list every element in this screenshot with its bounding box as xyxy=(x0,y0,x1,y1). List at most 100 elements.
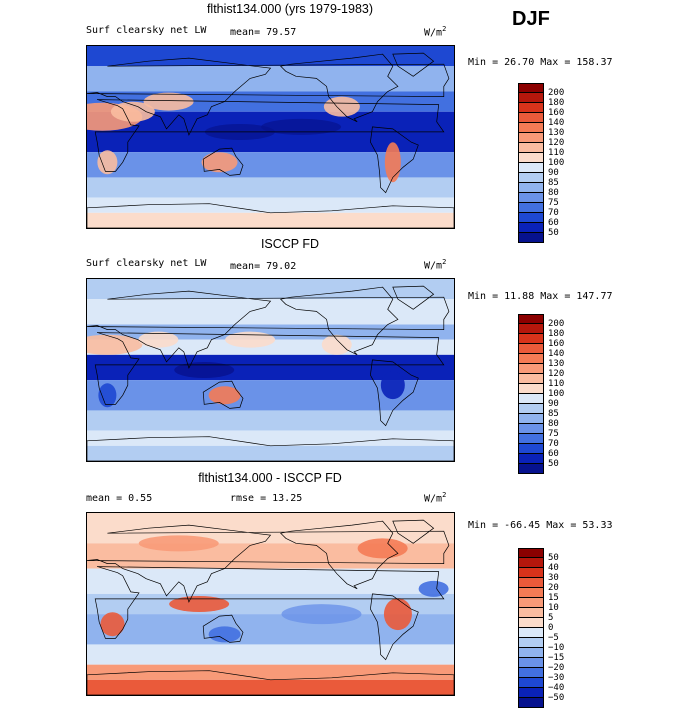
coastline xyxy=(87,670,454,695)
colorbar-tick-label: 70 xyxy=(548,208,559,218)
colorbar-swatch xyxy=(518,464,544,474)
colorbar-swatch xyxy=(518,123,544,133)
colorbar-tick-label: 70 xyxy=(548,439,559,449)
field-patch xyxy=(418,580,449,597)
field-patch xyxy=(169,596,230,612)
field-band xyxy=(87,46,454,67)
field-band xyxy=(87,644,454,665)
field-patch xyxy=(380,371,405,400)
panel3-map-field xyxy=(87,513,454,695)
field-patch xyxy=(138,331,179,348)
colorbar-swatch xyxy=(518,638,544,648)
coastline xyxy=(370,359,419,427)
field-patch xyxy=(100,612,125,637)
field-band xyxy=(87,299,454,325)
colorbar-tick-label: 200 xyxy=(548,88,565,98)
field-patch xyxy=(208,386,241,405)
field-patch xyxy=(383,598,412,631)
colorbar-tick-label: 50 xyxy=(548,459,559,469)
colorbar-swatch xyxy=(518,193,544,203)
colorbar-tick-label: −10 xyxy=(548,643,565,653)
coastline xyxy=(202,614,244,643)
panel3-title: flthist134.000 - ISCCP FD xyxy=(198,471,342,485)
panel3-map xyxy=(86,512,455,696)
field-band xyxy=(87,445,454,461)
colorbar-swatch xyxy=(518,548,544,558)
panel2-map xyxy=(86,278,455,462)
colorbar-swatch xyxy=(518,578,544,588)
colorbar-swatch xyxy=(518,688,544,698)
colorbar-swatch xyxy=(518,434,544,444)
colorbar-swatch xyxy=(518,444,544,454)
colorbar-tick-label: 180 xyxy=(548,329,565,339)
colorbar-swatch xyxy=(518,334,544,344)
field-band xyxy=(87,339,454,355)
field-band xyxy=(87,324,454,340)
colorbar-swatch xyxy=(518,404,544,414)
panel1-mean-label: mean= 79.57 xyxy=(230,27,297,38)
colorbar-swatch xyxy=(518,93,544,103)
colorbar-tick-label: 50 xyxy=(548,228,559,238)
colorbar-tick-label: 100 xyxy=(548,389,565,399)
coastline xyxy=(202,147,244,176)
field-band xyxy=(87,66,454,92)
colorbar-tick-label: 140 xyxy=(548,118,565,128)
panel3-minmax: Min = -66.45 Max = 53.33 xyxy=(468,520,613,531)
coastline xyxy=(87,57,450,136)
colorbar-swatch xyxy=(518,648,544,658)
coastline xyxy=(279,286,399,356)
field-patch xyxy=(138,535,219,552)
colorbar-tick-label: 160 xyxy=(548,339,565,349)
panel2-variable-label: Surf clearsky net LW xyxy=(86,258,207,269)
field-patch xyxy=(225,331,276,348)
field-patch xyxy=(357,538,408,559)
coastline xyxy=(94,332,445,405)
colorbar-swatch xyxy=(518,568,544,578)
colorbar-tick-label: 130 xyxy=(548,359,565,369)
colorbar-tick-label: −5 xyxy=(548,633,559,643)
panel1-units: W/m2 xyxy=(424,25,447,39)
colorbar-tick-label: 80 xyxy=(548,188,559,198)
colorbar-swatch xyxy=(518,103,544,113)
colorbar-tick-label: 5 xyxy=(548,613,554,623)
field-patch xyxy=(281,604,362,625)
coastline xyxy=(94,99,445,172)
field-band xyxy=(87,430,454,446)
panel3-units: W/m2 xyxy=(424,491,447,505)
field-patch xyxy=(110,101,155,122)
colorbar-swatch xyxy=(518,618,544,628)
field-band xyxy=(87,197,454,213)
colorbar-tick-label: 0 xyxy=(548,623,554,633)
colorbar-swatch xyxy=(518,213,544,223)
colorbar-swatch xyxy=(518,384,544,394)
field-band xyxy=(87,410,454,431)
colorbar-tick-label: 20 xyxy=(548,583,559,593)
colorbar-tick-label: −50 xyxy=(548,693,565,703)
field-patch xyxy=(321,334,352,355)
field-patch xyxy=(87,334,143,355)
colorbar-tick-label: 90 xyxy=(548,168,559,178)
colorbar-tick-label: 15 xyxy=(548,593,559,603)
colorbar-swatch xyxy=(518,364,544,374)
colorbar-tick-label: −20 xyxy=(548,663,565,673)
panel1-variable-label: Surf clearsky net LW xyxy=(86,25,207,36)
colorbar-tick-label: −40 xyxy=(548,683,565,693)
panel1-map xyxy=(86,45,455,229)
colorbar-tick-label: 120 xyxy=(548,369,565,379)
panel1-minmax: Min = 26.70 Max = 158.37 xyxy=(468,57,613,68)
panel2-mean-label: mean= 79.02 xyxy=(230,261,297,272)
field-band xyxy=(87,513,454,544)
colorbar-swatch xyxy=(518,113,544,123)
colorbar-swatch xyxy=(518,608,544,618)
colorbar-swatch xyxy=(518,668,544,678)
colorbar-swatch xyxy=(518,414,544,424)
colorbar-swatch xyxy=(518,153,544,163)
coastline xyxy=(87,524,450,603)
field-band xyxy=(87,212,454,228)
colorbar-swatch xyxy=(518,658,544,668)
panel2-minmax: Min = 11.88 Max = 147.77 xyxy=(468,291,613,302)
field-band xyxy=(87,279,454,300)
colorbar-swatch xyxy=(518,394,544,404)
field-band xyxy=(87,679,454,695)
coastline xyxy=(87,436,454,461)
